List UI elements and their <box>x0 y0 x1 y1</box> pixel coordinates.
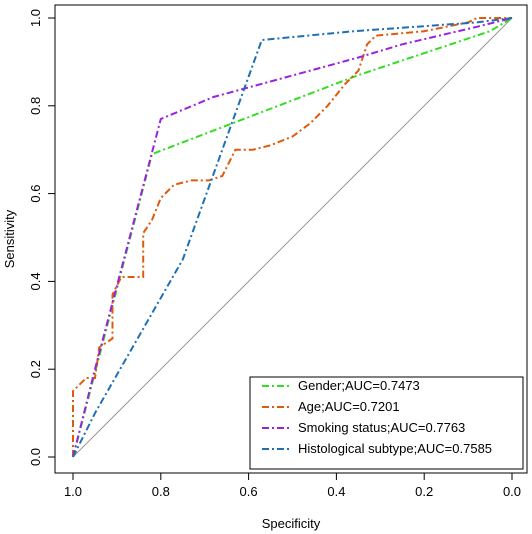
x-axis-label: Specificity <box>262 516 321 531</box>
series-layer <box>72 17 513 458</box>
y-tick-label: 0.6 <box>28 185 43 203</box>
y-tick-label: 0.4 <box>28 272 43 290</box>
y-tick-label: 0.8 <box>28 97 43 115</box>
x-axis: 1.0 0.8 0.6 0.4 0.2 0.0 <box>64 473 521 499</box>
series-line-0 <box>72 17 513 458</box>
legend: Gender;AUC=0.7473 Age;AUC=0.7201 Smoking s… <box>249 376 524 470</box>
series-line-3 <box>72 17 513 458</box>
legend-entry-0: Gender;AUC=0.7473 <box>298 378 420 393</box>
plot-frame <box>54 4 528 474</box>
x-tick-label: 0.2 <box>415 484 433 499</box>
x-tick-label: 0.4 <box>327 484 345 499</box>
y-tick-label: 1.0 <box>28 9 43 27</box>
series-line-1 <box>72 17 512 457</box>
legend-entry-2: Smoking status;AUC=0.7763 <box>298 420 465 435</box>
series-line-2 <box>72 17 513 458</box>
x-tick-label: 1.0 <box>64 484 82 499</box>
x-tick-label: 0.0 <box>503 484 521 499</box>
y-axis: 0.0 0.2 0.4 0.6 0.8 1.0 <box>28 9 55 466</box>
y-tick-label: 0.0 <box>28 448 43 466</box>
x-tick-label: 0.8 <box>152 484 170 499</box>
y-tick-label: 0.2 <box>28 360 43 378</box>
x-tick-label: 0.6 <box>240 484 258 499</box>
reference-diagonal <box>72 17 513 458</box>
legend-entry-1: Age;AUC=0.7201 <box>298 399 400 414</box>
reference-line-layer <box>72 17 513 458</box>
legend-entry-3: Histological subtype;AUC=0.7585 <box>298 441 492 456</box>
legend-box <box>249 376 524 470</box>
y-axis-label: Sensitivity <box>2 209 17 268</box>
